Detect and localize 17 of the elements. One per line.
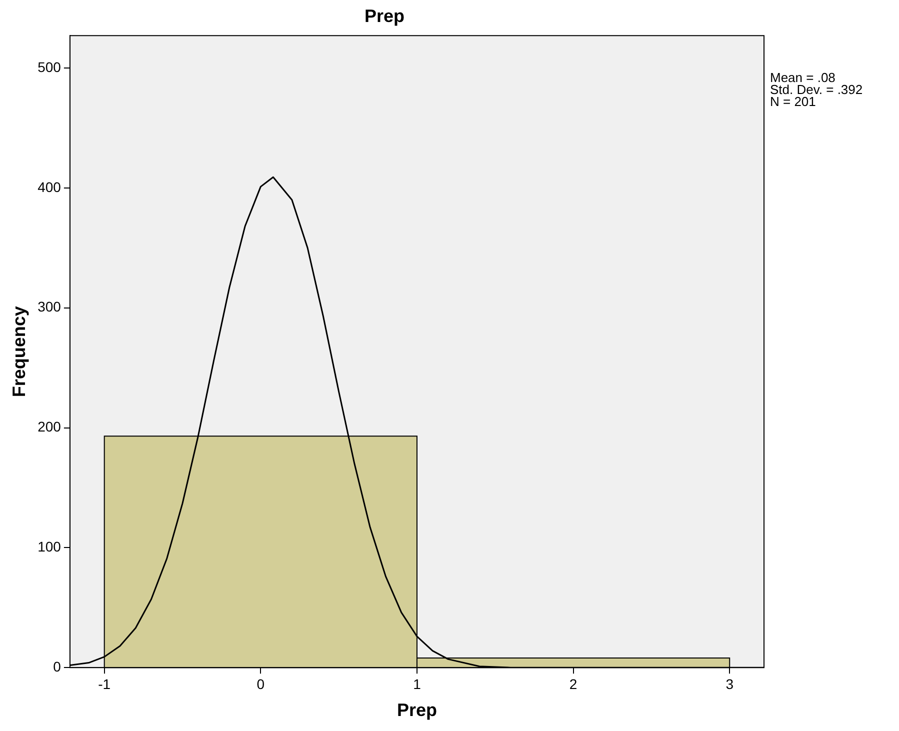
chart-title: Prep [364, 6, 405, 26]
x-tick-label: -1 [98, 676, 111, 692]
x-tick-label: 1 [413, 676, 422, 692]
y-tick-label: 400 [38, 178, 62, 195]
y-tick-label: 300 [38, 298, 62, 315]
x-tick-label: 3 [726, 676, 734, 692]
y-tick-label: 100 [38, 538, 62, 555]
y-tick-label: 500 [38, 58, 62, 75]
x-tick-label: 0 [256, 676, 265, 692]
x-tick-label: 2 [569, 676, 578, 692]
text: N = 201 [770, 94, 816, 109]
y-tick-label: 200 [38, 418, 62, 435]
y-tick-label: 0 [53, 658, 62, 674]
y-axis-title: Frequency [8, 306, 29, 398]
text: Mean = .08 [770, 70, 836, 85]
text: Std. Dev. = .392 [770, 82, 863, 97]
x-axis-title: Prep [396, 700, 437, 720]
